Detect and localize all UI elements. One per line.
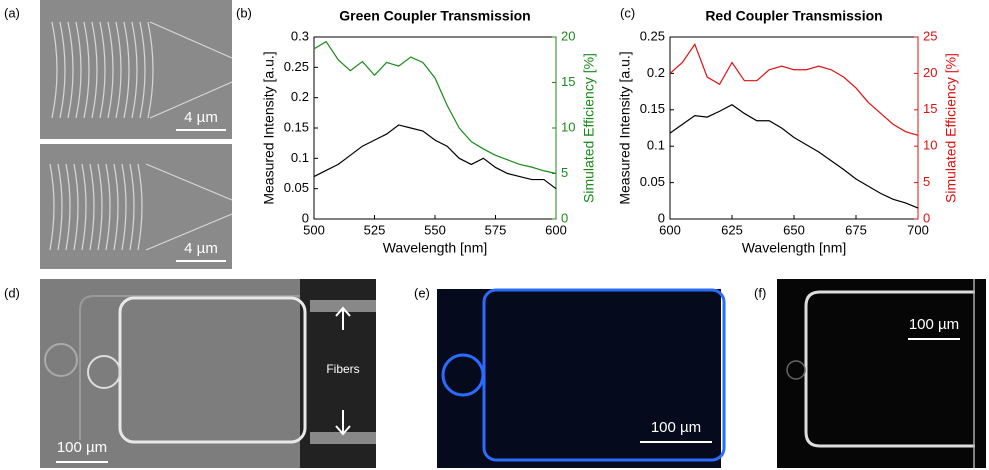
y-tick-label: 0.1 [647, 138, 665, 153]
y2-tick-label: 10 [561, 119, 575, 134]
scale-bar-label: 4 µm [184, 240, 218, 257]
panel-label: (a) [4, 5, 20, 20]
microscope-image: Fibers 100 µm [40, 279, 376, 468]
data-line [313, 124, 557, 190]
panel-label: (f) [754, 285, 766, 300]
chart-title: Red Coupler Transmission [705, 8, 882, 24]
y-tick-label: 0.25 [640, 28, 665, 43]
x-tick-label: 600 [659, 222, 681, 237]
y2-tick-label: 0 [561, 210, 568, 225]
plot-frame [669, 36, 919, 220]
panel-label: (b) [236, 5, 252, 20]
sem-image-bottom: 4 µm [40, 144, 233, 269]
fluorescence-image-gray: 100 µm [777, 279, 986, 468]
x-axis-label: Wavelength [nm] [383, 240, 488, 256]
x-tick-label: 500 [303, 222, 325, 237]
y-tick-label: 0 [302, 210, 309, 225]
x-tick-label: 700 [907, 222, 929, 237]
scale-bar-label: 4 µm [184, 109, 218, 126]
y-tick-label: 0.1 [291, 150, 309, 165]
data-line [669, 42, 919, 136]
y-tick-label: 0 [658, 210, 665, 225]
y2-tick-label: 10 [923, 138, 937, 153]
scale-bar-label: 100 µm [57, 439, 107, 456]
y-axis-label: Measured Intensity [a.u.] [617, 51, 633, 204]
y-tick-label: 0.2 [291, 89, 309, 104]
plot-frame [313, 36, 557, 220]
panel-label: (d) [4, 285, 20, 300]
x-tick-label: 575 [485, 222, 507, 237]
y2-tick-label: 0 [923, 210, 930, 225]
x-tick-label: 625 [721, 222, 743, 237]
y2-tick-label: 5 [923, 174, 930, 189]
panel-label: (e) [414, 285, 430, 300]
y-tick-label: 0.05 [284, 180, 309, 195]
x-tick-label: 525 [364, 222, 386, 237]
fibers-label: Fibers [326, 362, 359, 376]
y2-tick-label: 5 [561, 165, 568, 180]
y2-tick-label: 20 [923, 65, 937, 80]
y2-axis-label: Simulated Efficiency [%] [943, 53, 959, 203]
y-tick-label: 0.15 [640, 101, 665, 116]
y-tick-label: 0.05 [640, 174, 665, 189]
x-tick-label: 650 [783, 222, 805, 237]
sem-image-top: 4 µm [40, 0, 233, 139]
y2-tick-label: 20 [561, 28, 575, 43]
y2-tick-label: 15 [923, 101, 937, 116]
y-axis-label: Measured Intensity [a.u.] [261, 51, 277, 204]
data-line [313, 40, 557, 175]
y-tick-label: 0.3 [291, 28, 309, 43]
y-tick-label: 0.2 [647, 65, 665, 80]
y-tick-label: 0.25 [284, 59, 309, 74]
fluorescence-image-blue: 100 µm [437, 288, 726, 468]
x-tick-label: 550 [424, 222, 446, 237]
scale-bar-label: 100 µm [909, 316, 959, 333]
x-axis-label: Wavelength [nm] [742, 240, 847, 256]
x-tick-label: 600 [545, 222, 567, 237]
y2-tick-label: 25 [923, 28, 937, 43]
x-tick-label: 675 [845, 222, 867, 237]
chart-title: Green Coupler Transmission [339, 8, 530, 24]
y2-tick-label: 15 [561, 74, 575, 89]
scale-bar-label: 100 µm [651, 419, 701, 436]
data-line [669, 103, 919, 209]
panel-label: (c) [620, 5, 635, 20]
y-tick-label: 0.15 [284, 119, 309, 134]
y2-axis-label: Simulated Efficiency [%] [581, 53, 597, 203]
